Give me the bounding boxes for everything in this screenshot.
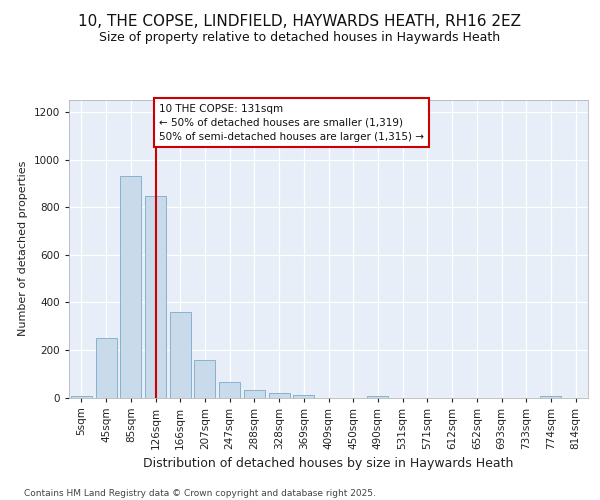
Bar xyxy=(145,196,166,398)
Text: Contains HM Land Registry data © Crown copyright and database right 2025.
Contai: Contains HM Land Registry data © Crown c… xyxy=(24,489,418,500)
Bar xyxy=(71,396,92,398)
Text: 10, THE COPSE, LINDFIELD, HAYWARDS HEATH, RH16 2EZ: 10, THE COPSE, LINDFIELD, HAYWARDS HEATH… xyxy=(79,14,521,29)
Bar xyxy=(269,393,290,398)
Bar xyxy=(120,176,141,398)
Bar xyxy=(541,396,562,398)
Bar xyxy=(367,396,388,398)
X-axis label: Distribution of detached houses by size in Haywards Heath: Distribution of detached houses by size … xyxy=(143,457,514,470)
Y-axis label: Number of detached properties: Number of detached properties xyxy=(18,161,28,336)
Text: 10 THE COPSE: 131sqm
← 50% of detached houses are smaller (1,319)
50% of semi-de: 10 THE COPSE: 131sqm ← 50% of detached h… xyxy=(159,104,424,142)
Bar xyxy=(293,395,314,398)
Bar xyxy=(194,360,215,398)
Bar xyxy=(219,382,240,398)
Text: Size of property relative to detached houses in Haywards Heath: Size of property relative to detached ho… xyxy=(100,31,500,44)
Bar xyxy=(244,390,265,398)
Bar xyxy=(170,312,191,398)
Bar xyxy=(95,338,116,398)
